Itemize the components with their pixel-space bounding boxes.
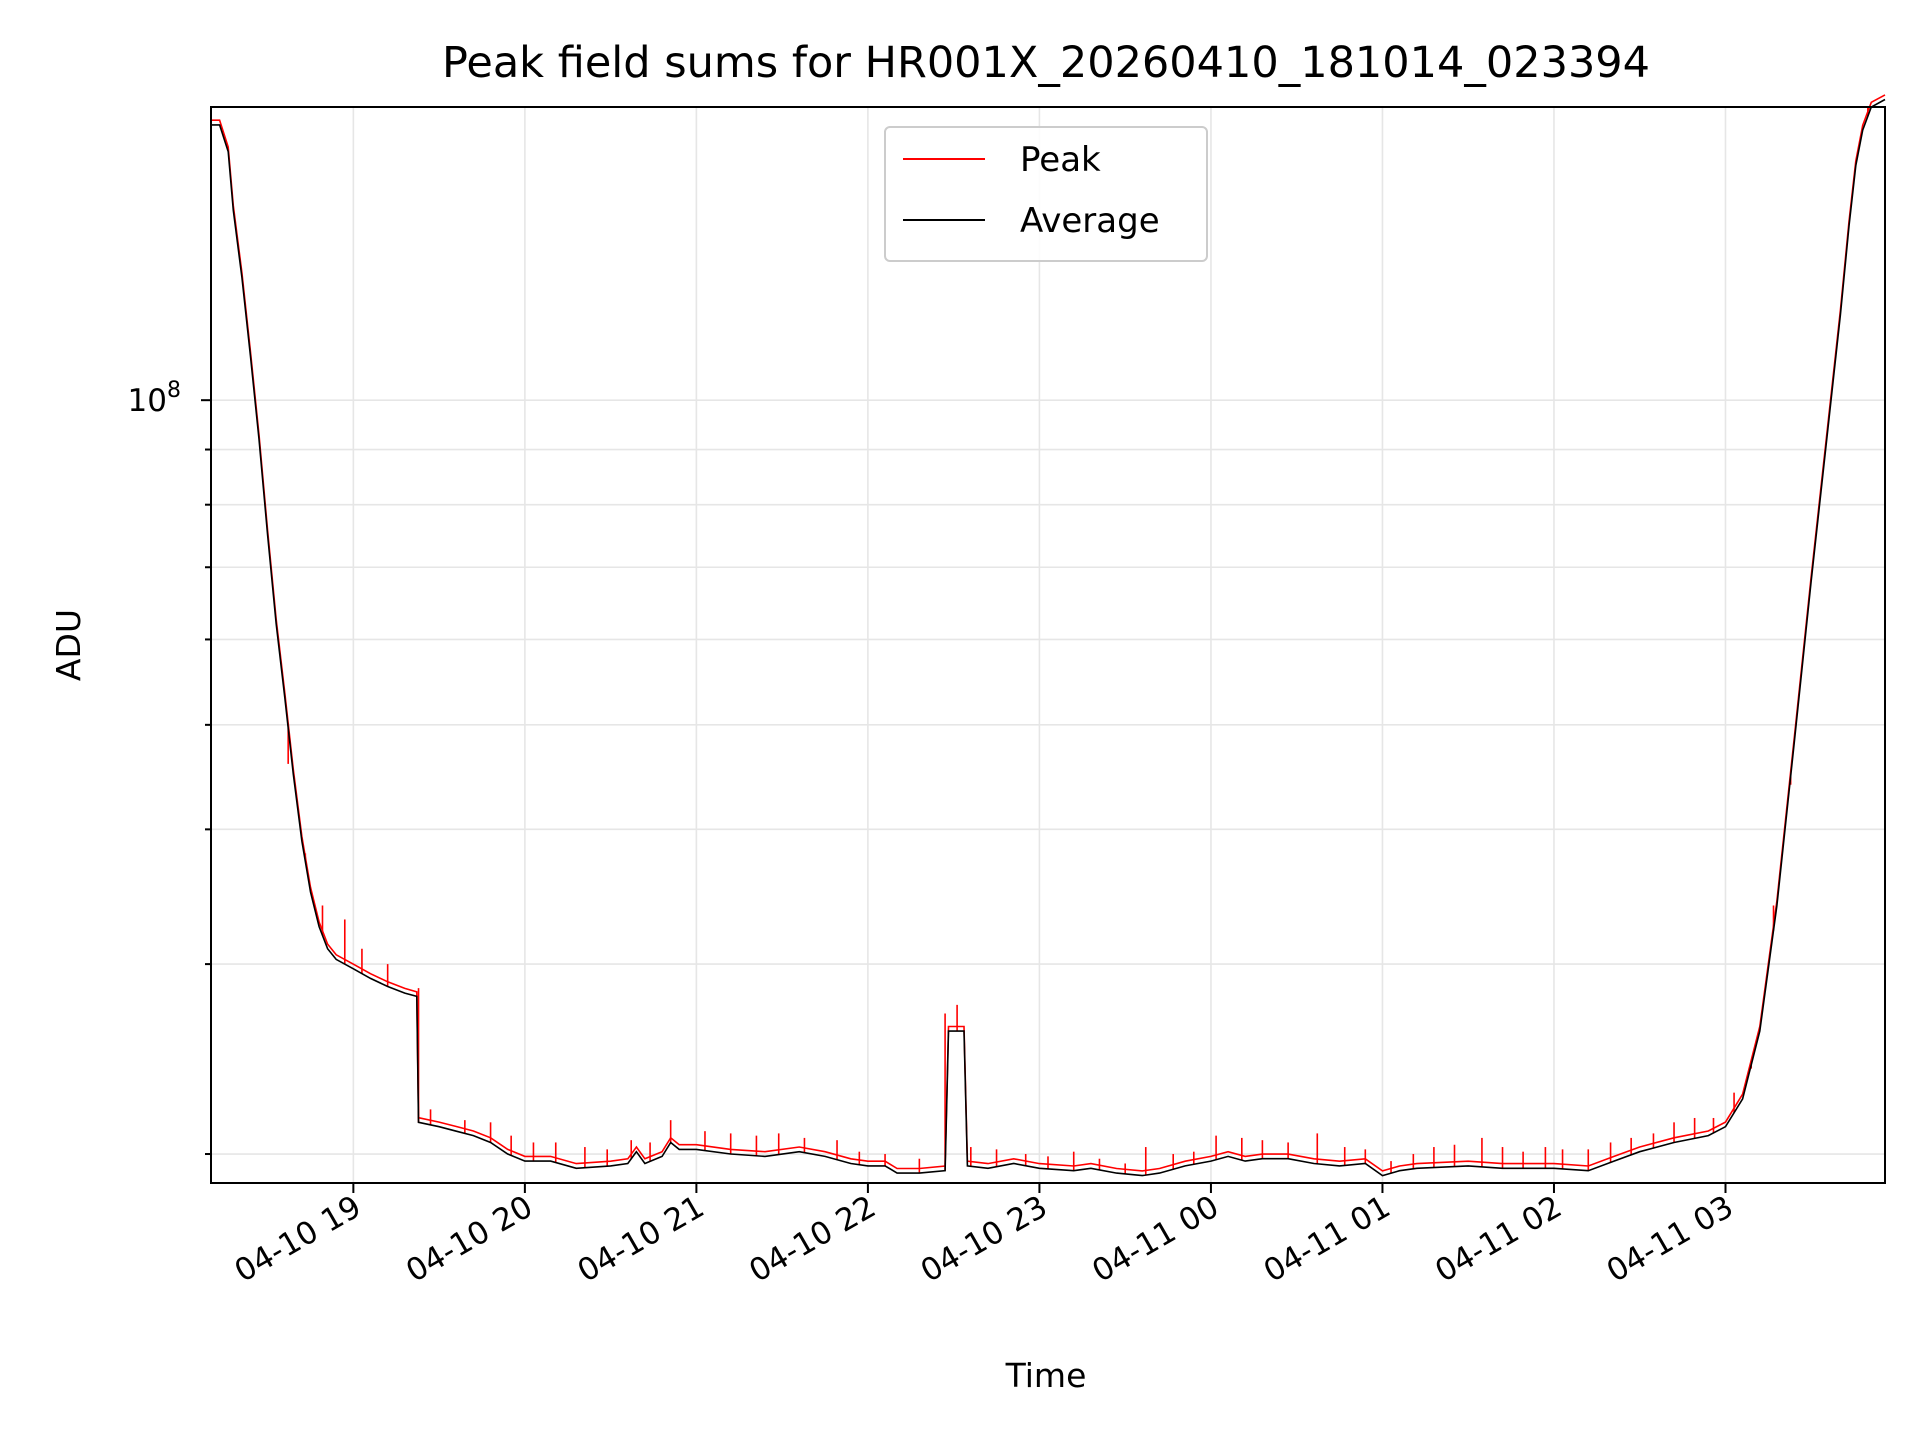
series-peak-line (211, 94, 1886, 1172)
x-axis-label: Time (1005, 1356, 1087, 1395)
legend: Peak Average (884, 126, 1208, 262)
y-tick-label: 108 (128, 378, 181, 419)
legend-average-label: Average (1020, 201, 1160, 241)
series-average-line (211, 98, 1886, 1177)
chart-title: Peak field sums for HR001X_20260410_1810… (442, 38, 1650, 88)
grid-lines (211, 107, 1885, 1183)
series-layer (211, 94, 1886, 1177)
legend-box (884, 126, 1208, 262)
plot-frame (210, 106, 1886, 1184)
y-axis-label: ADU (49, 609, 88, 681)
legend-peak-label: Peak (1020, 140, 1101, 180)
